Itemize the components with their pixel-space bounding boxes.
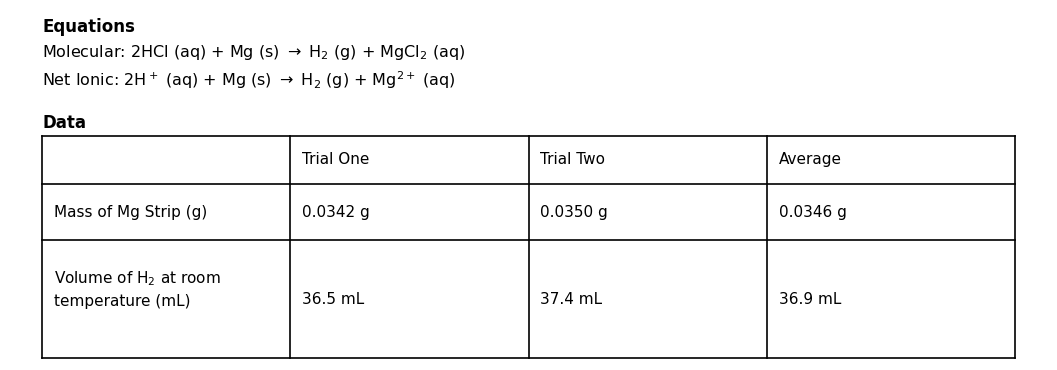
Text: 36.5 mL: 36.5 mL bbox=[302, 292, 365, 307]
Text: Data: Data bbox=[42, 114, 86, 132]
Text: Equations: Equations bbox=[42, 18, 135, 36]
Text: 0.0346 g: 0.0346 g bbox=[779, 205, 847, 219]
Text: 0.0342 g: 0.0342 g bbox=[302, 205, 370, 219]
Text: 37.4 mL: 37.4 mL bbox=[540, 292, 602, 307]
Text: Trial Two: Trial Two bbox=[540, 152, 606, 167]
Text: Trial One: Trial One bbox=[302, 152, 370, 167]
Text: Net Ionic: 2H$^+$ (aq) + Mg (s) $\rightarrow$ H$_2$ (g) + Mg$^{2+}$ (aq): Net Ionic: 2H$^+$ (aq) + Mg (s) $\righta… bbox=[42, 69, 456, 91]
Text: 0.0350 g: 0.0350 g bbox=[540, 205, 608, 219]
Text: 36.9 mL: 36.9 mL bbox=[779, 292, 841, 307]
Text: Mass of Mg Strip (g): Mass of Mg Strip (g) bbox=[54, 205, 207, 219]
Text: Average: Average bbox=[779, 152, 841, 167]
Text: Volume of H$_2$ at room
temperature (mL): Volume of H$_2$ at room temperature (mL) bbox=[54, 269, 221, 309]
Text: Molecular: 2HCl (aq) + Mg (s) $\rightarrow$ H$_2$ (g) + MgCl$_2$ (aq): Molecular: 2HCl (aq) + Mg (s) $\rightarr… bbox=[42, 43, 465, 62]
